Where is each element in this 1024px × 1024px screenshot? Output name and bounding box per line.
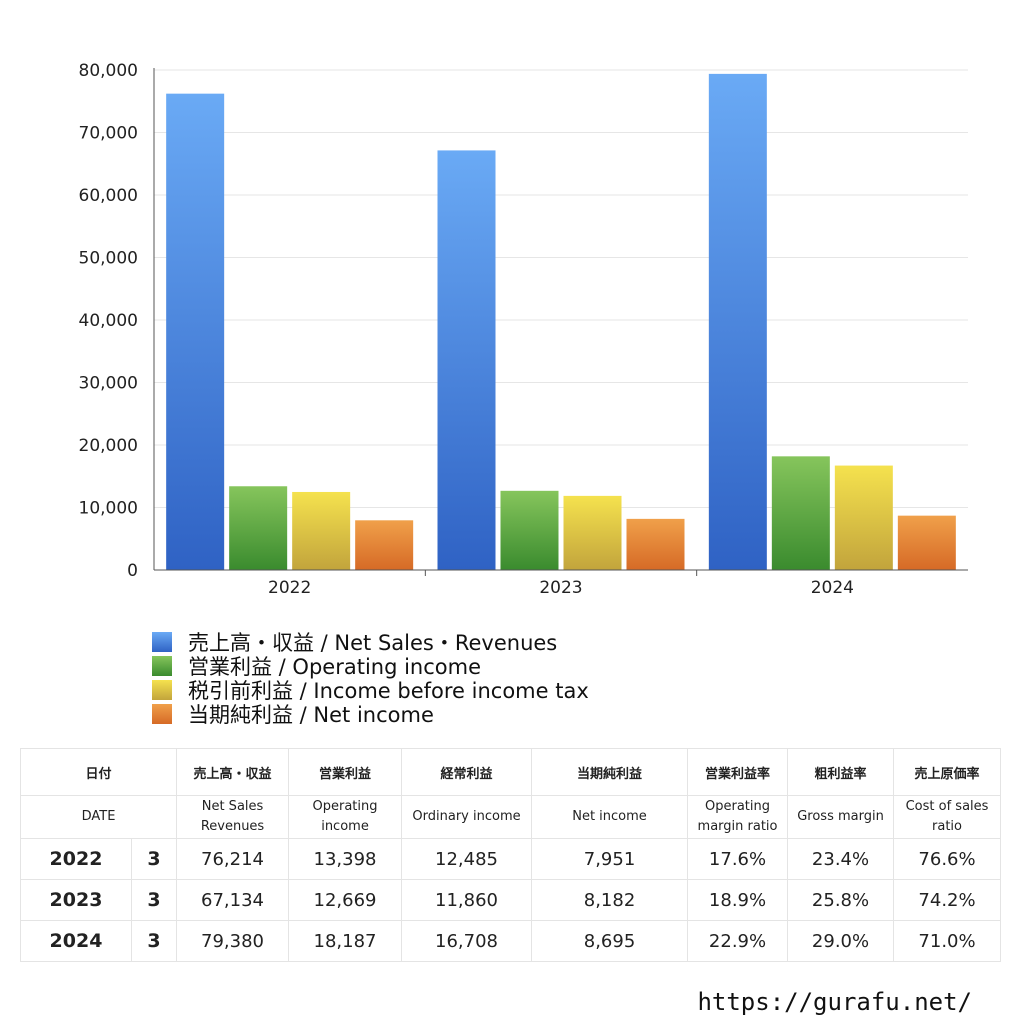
legend-label: 当期純利益 / Net income [188,703,434,727]
row-net: 8,182 [531,879,689,921]
table-row: 2022 3 76,214 13,398 12,485 7,951 17.6% … [20,838,1002,880]
chart-axes [153,68,968,576]
row-net: 8,695 [531,920,689,962]
header-op-margin-en: Operating margin ratio [687,795,789,839]
row-year: 2024 [20,920,132,962]
row-cost-ratio: 71.0% [893,920,1002,962]
y-tick-label: 60,000 [79,186,138,206]
table-row: 2024 3 79,380 18,187 16,708 8,695 22.9% … [20,920,1002,962]
financial-table: 日付 売上高・収益 営業利益 経常利益 当期純利益 営業利益率 粗利益率 売上原… [19,748,1002,962]
row-month: 3 [130,879,178,921]
row-year: 2023 [20,879,132,921]
row-sales: 79,380 [176,920,290,962]
bar [563,495,622,570]
bar [834,465,893,570]
legend-swatch-operating [152,656,172,676]
y-tick-label: 0 [127,561,138,581]
y-tick-label: 10,000 [79,499,138,519]
legend-swatch-net [152,704,172,724]
header-operating-jp: 営業利益 [288,748,403,796]
header-net-jp: 当期純利益 [531,748,689,796]
bar-chart: 0 10,000 20,000 30,000 40,000 50,000 60,000 70,… [79,61,968,598]
y-tick-label: 80,000 [79,61,138,81]
chart-bars [166,73,956,570]
chart-legend: 売上高・収益 / Net Sales・Revenues 営業利益 / Opera… [152,630,589,727]
bar [626,518,685,570]
row-operating: 18,187 [288,920,403,962]
header-operating-en: Operating income [288,795,403,839]
row-ordinary: 12,485 [401,838,533,880]
row-month: 3 [130,920,178,962]
row-cost-ratio: 76.6% [893,838,1002,880]
bar [437,150,496,570]
row-ordinary: 16,708 [401,920,533,962]
table-header-en: DATE Net Sales Revenues Operating income… [19,795,1002,839]
bar [292,491,351,570]
header-gross-margin-en: Gross margin [787,795,895,839]
x-tick-label: 2022 [268,578,311,598]
y-tick-label: 20,000 [79,436,138,456]
table-header-jp: 日付 売上高・収益 営業利益 経常利益 当期純利益 営業利益率 粗利益率 売上原… [19,748,1002,796]
bar [897,515,956,570]
header-cost-ratio-jp: 売上原価率 [893,748,1002,796]
row-operating: 13,398 [288,838,403,880]
row-year: 2022 [20,838,132,880]
header-cost-ratio-en: Cost of sales ratio [893,795,1002,839]
row-op-margin: 17.6% [687,838,789,880]
row-op-margin: 18.9% [687,879,789,921]
legend-swatch-sales [152,632,172,652]
row-ordinary: 11,860 [401,879,533,921]
legend-item: 営業利益 / Operating income [152,654,589,679]
y-tick-label: 30,000 [79,374,138,394]
header-sales-en: Net Sales Revenues [176,795,290,839]
row-op-margin: 22.9% [687,920,789,962]
bar [355,520,414,570]
header-gross-margin-jp: 粗利益率 [787,748,895,796]
header-date-en: DATE [19,795,178,839]
bar [771,456,830,570]
legend-item: 当期純利益 / Net income [152,702,589,727]
legend-label: 税引前利益 / Income before income tax [188,679,589,703]
y-tick-label: 40,000 [79,311,138,331]
legend-label: 営業利益 / Operating income [188,655,482,679]
bar [229,486,288,570]
y-axis-ticks: 0 10,000 20,000 30,000 40,000 50,000 60,000 70,… [79,61,138,581]
legend-swatch-pretax [152,680,172,700]
bar [708,73,767,570]
header-ordinary-jp: 経常利益 [401,748,533,796]
row-operating: 12,669 [288,879,403,921]
y-tick-label: 70,000 [79,124,138,144]
row-gross-margin: 25.8% [787,879,895,921]
legend-item: 税引前利益 / Income before income tax [152,678,589,703]
row-sales: 76,214 [176,838,290,880]
row-gross-margin: 29.0% [787,920,895,962]
row-gross-margin: 23.4% [787,838,895,880]
x-axis-ticks: 2022 2023 2024 [268,578,854,598]
x-tick-label: 2023 [539,578,582,598]
bar [500,490,559,570]
table-row: 2023 3 67,134 12,669 11,860 8,182 18.9% … [20,879,1002,921]
legend-item: 売上高・収益 / Net Sales・Revenues [152,630,589,655]
x-tick-label: 2024 [811,578,854,598]
header-date-jp: 日付 [19,748,178,796]
row-cost-ratio: 74.2% [893,879,1002,921]
legend-label: 売上高・収益 / Net Sales・Revenues [188,631,558,655]
header-ordinary-en: Ordinary income [401,795,533,839]
header-net-en: Net income [531,795,689,839]
row-net: 7,951 [531,838,689,880]
site-url: https://gurafu.net/ [697,988,972,1016]
header-sales-jp: 売上高・収益 [176,748,290,796]
y-tick-label: 50,000 [79,249,138,269]
row-sales: 67,134 [176,879,290,921]
chart-grid [154,69,968,508]
row-month: 3 [130,838,178,880]
header-op-margin-jp: 営業利益率 [687,748,789,796]
bar [166,93,225,570]
